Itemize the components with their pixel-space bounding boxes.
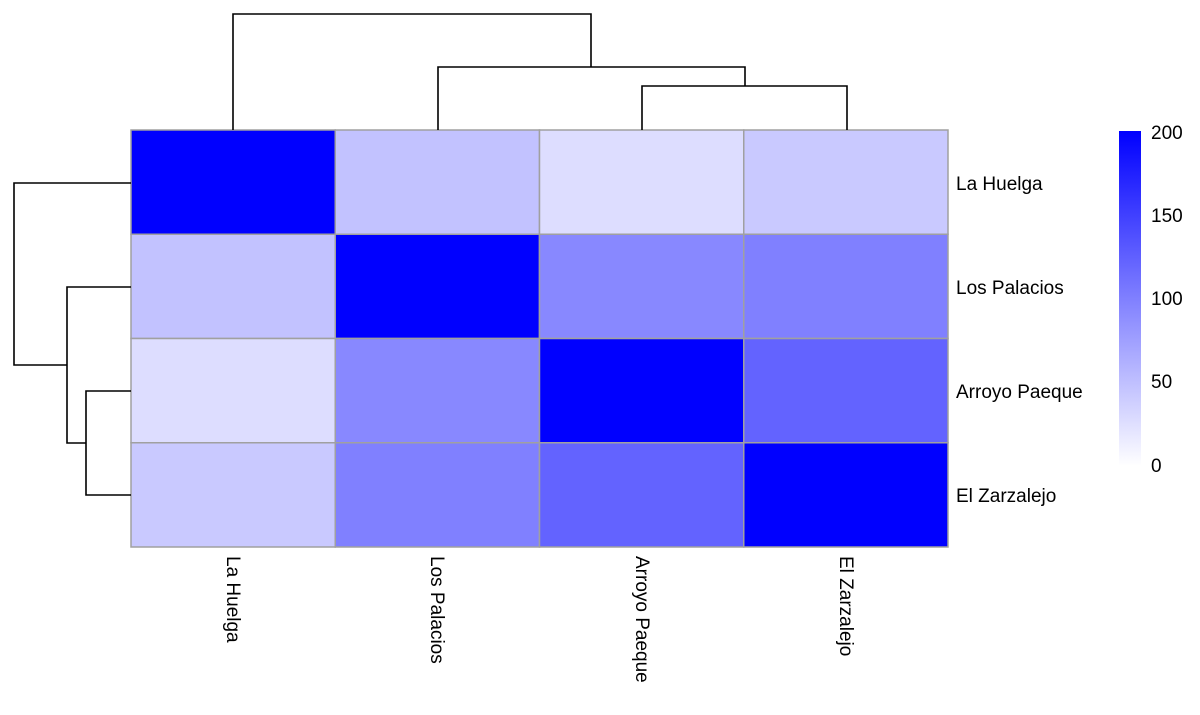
heatmap-cell	[538, 233, 745, 340]
row-label-los-palacios: Los Palacios	[956, 278, 1064, 299]
heatmap-cell	[130, 442, 336, 548]
row-dendrogram	[13, 182, 131, 496]
heatmap-cell	[130, 233, 336, 340]
legend-tick-100: 100	[1151, 289, 1183, 310]
col-label-arroyo-paeque: Arroyo Paeque	[631, 556, 652, 683]
heatmap-cells	[130, 129, 949, 548]
legend-tick-0: 0	[1151, 456, 1162, 477]
heatmap-cell	[743, 129, 949, 235]
column-dendrogram	[232, 13, 848, 130]
col-label-la-huelga: La Huelga	[222, 556, 243, 643]
heatmap-cell	[334, 233, 541, 340]
col-label-los-palacios: Los Palacios	[426, 556, 447, 664]
heatmap-cell	[334, 337, 541, 444]
heatmap-cell	[743, 337, 949, 444]
heatmap-cell	[130, 337, 336, 444]
row-label-arroyo-paeque: Arroyo Paeque	[956, 382, 1083, 403]
heatmap-cell	[743, 233, 949, 340]
legend-tick-150: 150	[1151, 206, 1183, 227]
heatmap-cell	[130, 129, 336, 235]
heatmap-cell	[538, 129, 745, 235]
col-label-el-zarzalejo: El Zarzalejo	[835, 556, 856, 657]
heatmap-cell	[334, 442, 541, 548]
row-label-la-huelga: La Huelga	[956, 174, 1043, 195]
heatmap-cell	[538, 442, 745, 548]
legend-tick-50: 50	[1151, 372, 1173, 393]
heatmap-cell	[743, 442, 949, 548]
legend-tick-200: 200	[1151, 123, 1183, 144]
color-legend-bar	[1119, 131, 1141, 466]
heatmap-cell	[334, 129, 541, 235]
heatmap-cell	[538, 337, 745, 444]
row-label-el-zarzalejo: El Zarzalejo	[956, 486, 1057, 507]
